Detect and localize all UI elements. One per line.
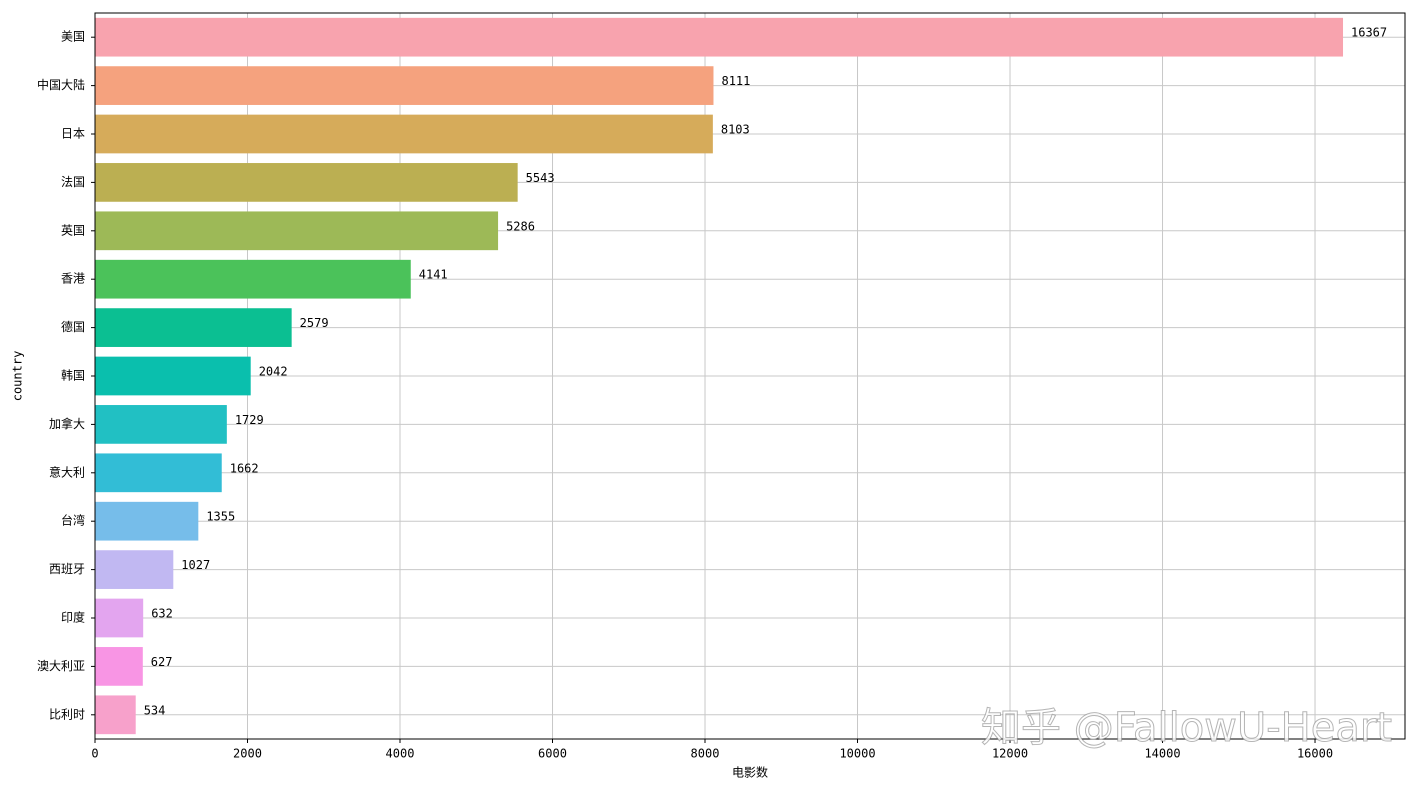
y-tick-label: 香港	[61, 272, 85, 286]
x-tick-label: 6000	[538, 747, 567, 761]
bar	[95, 66, 714, 105]
value-label: 1027	[181, 558, 210, 572]
y-tick-label: 美国	[61, 30, 85, 44]
y-tick-label: 意大利	[49, 464, 85, 479]
x-tick-label: 4000	[386, 747, 415, 761]
x-tick-label: 14000	[1144, 747, 1180, 761]
value-label: 5286	[506, 219, 535, 233]
value-label: 1355	[206, 510, 235, 524]
x-tick-label: 12000	[992, 747, 1028, 761]
y-tick-label: 德国	[61, 319, 85, 334]
y-tick-label: 台湾	[61, 513, 85, 528]
watermark: 知乎 @FallowU-Heart	[981, 705, 1392, 751]
y-tick-label: 比利时	[49, 707, 85, 721]
bar	[95, 163, 518, 202]
bar	[95, 550, 174, 589]
x-tick-label: 10000	[839, 747, 875, 761]
bar	[95, 405, 227, 444]
bar	[95, 211, 499, 251]
y-tick-label: 印度	[61, 610, 85, 625]
value-label: 2042	[259, 365, 288, 379]
value-label: 534	[144, 703, 166, 717]
bar	[95, 695, 136, 735]
x-axis-label: 电影数	[732, 765, 768, 780]
value-label: 632	[151, 607, 173, 621]
y-tick-label: 法国	[61, 175, 85, 189]
bar	[95, 647, 143, 686]
value-label: 627	[151, 655, 173, 669]
y-tick-label: 澳大利亚	[37, 659, 85, 673]
bar	[95, 17, 1344, 57]
bar	[95, 356, 251, 396]
bar	[95, 308, 292, 347]
y-tick-label: 英国	[61, 223, 85, 237]
x-tick-label: 0	[91, 747, 98, 761]
y-tick-label: 西班牙	[49, 562, 85, 576]
plot-frame	[94, 12, 1406, 740]
bar	[95, 598, 144, 638]
bar	[95, 453, 222, 493]
y-axis-label: country	[11, 351, 25, 402]
x-tick-label: 16000	[1297, 747, 1333, 761]
value-label: 1662	[230, 461, 259, 475]
bar	[95, 501, 199, 541]
value-label: 5543	[526, 171, 555, 185]
value-label: 8111	[721, 74, 750, 88]
x-tick-label: 2000	[233, 747, 262, 761]
bar	[95, 114, 713, 154]
value-label: 4141	[419, 268, 448, 282]
bar	[95, 259, 411, 299]
value-label: 8103	[721, 123, 750, 137]
x-tick-label: 8000	[691, 747, 720, 761]
value-label: 16367	[1351, 26, 1387, 40]
value-label: 1729	[235, 413, 264, 427]
y-tick-label: 日本	[61, 127, 85, 141]
y-tick-label: 韩国	[61, 368, 85, 383]
y-tick-label: 加拿大	[49, 416, 85, 431]
value-label: 2579	[300, 316, 329, 330]
y-tick-label: 中国大陆	[37, 77, 85, 92]
